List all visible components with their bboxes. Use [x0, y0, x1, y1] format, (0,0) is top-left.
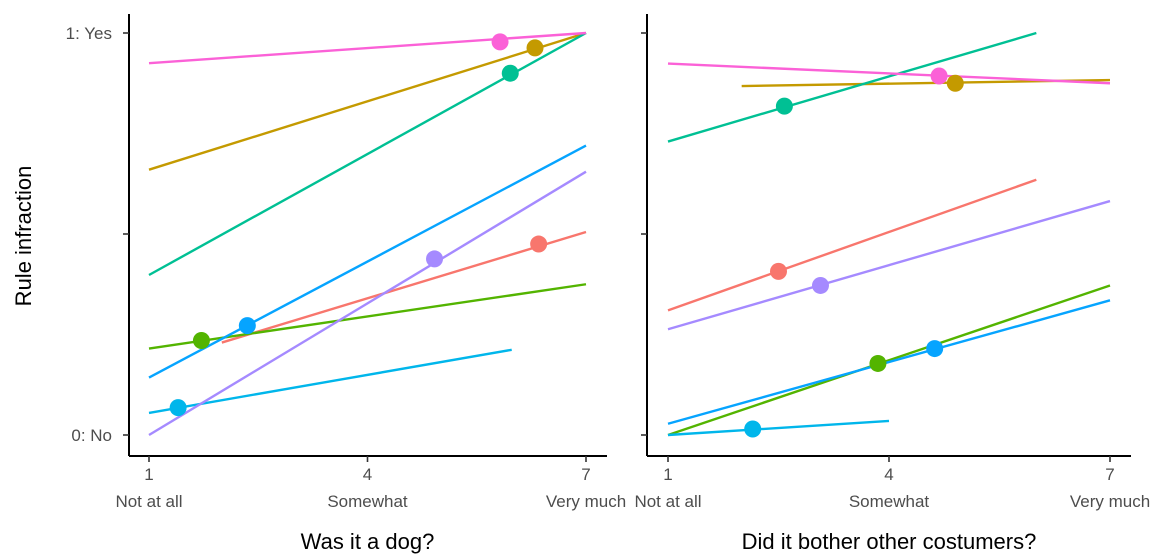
series-line-4 — [667, 31, 1037, 143]
series-line-8 — [667, 62, 1111, 85]
series-line-3 — [148, 283, 587, 350]
y-tick-label: 1: Yes — [66, 24, 112, 43]
series-line-7 — [148, 170, 587, 437]
series-point-1 — [530, 235, 548, 253]
series-point-1 — [770, 262, 787, 280]
x-tick-label: Not at all — [115, 492, 182, 511]
x-tick-number: 4 — [363, 465, 372, 484]
panel-dog: 0: No 1: Yes 1 Not at all 4 Somewhat 7 Very muc… — [66, 14, 626, 554]
series-line-7 — [667, 199, 1111, 331]
series-line-5 — [148, 348, 512, 415]
series-point-5 — [744, 420, 762, 438]
series-point-2 — [526, 39, 544, 57]
series-point-5 — [169, 399, 187, 417]
series-point-2 — [946, 74, 964, 92]
x-axis-title: Was it a dog? — [301, 529, 435, 554]
series-point-4 — [775, 97, 793, 115]
series-point-6 — [238, 317, 256, 335]
series-point-8 — [930, 67, 948, 85]
x-tick-label: Very much — [546, 492, 626, 511]
y-tick-label: 0: No — [71, 426, 112, 445]
x-tick-label: Somewhat — [327, 492, 408, 511]
x-tick-label: Very much — [1070, 492, 1150, 511]
series-line-2 — [148, 31, 587, 171]
series-point-6 — [926, 340, 944, 358]
x-tick-label: Not at all — [634, 492, 701, 511]
series-point-3 — [192, 332, 210, 350]
y-axis-title: Rule infraction — [11, 166, 36, 307]
x-tick-number: 1 — [663, 465, 672, 484]
panel-bother: 1 Not at all 4 Somewhat 7 Very much Did it bot… — [634, 14, 1150, 554]
series-line-6 — [667, 299, 1111, 425]
series-line-3 — [667, 284, 1111, 437]
series-line-1 — [667, 178, 1037, 312]
series-point-4 — [501, 64, 519, 82]
series-line-8 — [148, 31, 587, 65]
series-point-7 — [426, 250, 444, 268]
series-line-4 — [148, 31, 587, 277]
series-point-3 — [869, 354, 887, 372]
series-point-8 — [491, 33, 509, 51]
series-line-1 — [221, 230, 587, 344]
series-line-6 — [148, 144, 587, 379]
x-axis-title: Did it bother other costumers? — [742, 529, 1037, 554]
x-tick-number: 7 — [581, 465, 590, 484]
x-tick-label: Somewhat — [849, 492, 930, 511]
x-tick-number: 4 — [884, 465, 893, 484]
x-tick-number: 7 — [1105, 465, 1114, 484]
series-line-5 — [667, 419, 890, 437]
x-tick-number: 1 — [144, 465, 153, 484]
series-point-7 — [811, 276, 829, 294]
